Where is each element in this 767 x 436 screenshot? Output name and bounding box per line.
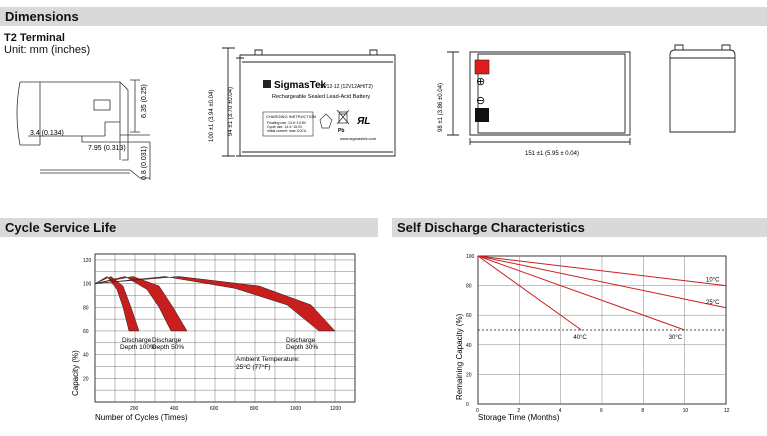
positive-terminal <box>474 59 490 75</box>
self-y-tick: 60 <box>466 313 472 319</box>
dim-total-height: 100 ±1 (3.94 ±0.04) <box>209 90 215 142</box>
battery-side-view: ⊕ ⊖ 98 ±1 (3.86 ±0.04) 151 ±1 (5.95 ± 0.… <box>438 51 631 157</box>
self-series-label: 25°C <box>706 300 720 306</box>
charging-line-1: Floating use: 13.6~13.8V <box>267 121 307 125</box>
annot-d50-line2: Depth 50% <box>152 344 184 351</box>
cycle-xlabel: Number of Cycles (Times) <box>95 413 188 422</box>
minus-symbol: ⊖ <box>476 95 485 107</box>
charging-box <box>262 111 314 137</box>
bin-icon <box>336 109 350 125</box>
self-series-line <box>477 255 727 287</box>
cycle-y-tick: 20 <box>83 376 89 382</box>
cycle-plot-area <box>94 253 356 403</box>
self-x-tick: 4 <box>559 408 562 414</box>
self-series-line <box>477 255 582 331</box>
section-title-cycle-service-life: Cycle Service Life <box>0 218 378 237</box>
self-x-tick: 0 <box>476 408 479 414</box>
cycle-x-tick: 1000 <box>290 406 301 412</box>
self-ylabel: Remaining Capacity (%) <box>455 313 464 400</box>
dim-thickness-label: 0.8 (0.031) <box>141 146 148 180</box>
cycle-y-tick: 80 <box>83 305 89 311</box>
cycle-y-tick: 120 <box>83 258 92 264</box>
dim-container-height: 94 ±1 (3.70 ±0.04) <box>228 87 234 136</box>
self-y-tick: 80 <box>466 284 472 290</box>
cycle-x-tick: 400 <box>170 406 179 412</box>
section-title-self-discharge: Self Discharge Characteristics <box>392 218 767 237</box>
annot-d30-line2: Depth 30% <box>286 344 318 351</box>
charging-line-3: Initial current: max 3.0CA <box>267 129 307 133</box>
annot-d30-line1: Discharge <box>286 337 316 344</box>
self-discharge-chart: 0 2 4 6 8 10 12 0 20 40 60 80 100 10°C 25°C 30°C 40°C R… <box>455 254 730 422</box>
self-xlabel: Storage Time (Months) <box>478 413 560 422</box>
pb-label: Pb <box>338 128 344 134</box>
cycle-service-life-chart: 200 400 600 800 1000 1200 20 40 60 80 100 120 Capac… <box>71 253 356 422</box>
dim-length: 151 ±1 (5.95 ± 0.04) <box>525 151 579 157</box>
dim-width-label: 3.4 (0.134) <box>30 130 64 137</box>
battery-front-view: SigmasTek SP12-12 (12V12AH/T2) Rechargea… <box>209 47 396 157</box>
cycle-x-tick: 200 <box>130 406 139 412</box>
self-x-tick: 12 <box>724 408 730 414</box>
negative-terminal <box>475 108 489 122</box>
self-y-tick: 0 <box>466 402 469 408</box>
brand-logo-square <box>263 80 271 88</box>
annot-d50-line1: Discharge <box>152 337 182 344</box>
cycle-ylabel: Capacity (%) <box>71 350 80 396</box>
dim-offset-label: 7.95 (0.313) <box>88 145 126 152</box>
self-series-label: 10°C <box>706 278 720 284</box>
cycle-x-tick: 800 <box>250 406 259 412</box>
self-x-tick: 6 <box>600 408 603 414</box>
dim-side-height: 98 ±1 (3.86 ±0.04) <box>438 83 444 132</box>
battery-end-view <box>669 44 736 133</box>
cycle-band-3 <box>94 276 336 332</box>
self-x-tick: 10 <box>683 408 689 414</box>
dim-height-label: 6.35 (0.25) <box>141 84 148 118</box>
charging-line-2: Cycle use: 14.4~15.0V <box>267 125 303 129</box>
cycle-band-1 <box>94 276 140 332</box>
unit-label: Unit: mm (inches) <box>4 44 91 56</box>
cycle-y-tick: 40 <box>83 353 89 359</box>
cycle-y-tick: 60 <box>83 329 89 335</box>
plus-symbol: ⊕ <box>476 76 485 88</box>
self-series-line <box>477 255 727 309</box>
self-x-tick: 8 <box>641 408 644 414</box>
self-y-tick: 100 <box>466 254 475 260</box>
battery-subtitle: Rechargeable Sealed Lead-Acid Battery <box>272 94 370 100</box>
ul-icon: ЯL <box>356 116 370 127</box>
cycle-x-tick: 600 <box>210 406 219 412</box>
self-series-line <box>477 255 685 331</box>
annot-ambient-line2: 25°C (77°F) <box>236 363 270 371</box>
recycle-icon <box>319 113 333 129</box>
cycle-x-tick: 1200 <box>330 406 341 412</box>
cycle-y-tick: 100 <box>83 282 92 288</box>
annot-ambient-line1: Ambient Temperature: <box>236 356 300 363</box>
self-series-label: 40°C <box>573 335 587 341</box>
self-y-tick: 20 <box>466 372 472 378</box>
charging-title: CHARGING INSTRUCTION <box>266 114 316 119</box>
section-title-dimensions: Dimensions <box>0 7 767 26</box>
terminal-title: T2 Terminal <box>4 32 65 44</box>
battery-website: www.sigmastek.com <box>340 136 377 141</box>
terminal-drawing: 3.4 (0.134) 7.95 (0.313) 6.35 (0.25) 0.8… <box>16 79 151 180</box>
self-series-label: 30°C <box>669 335 683 341</box>
brand-name: SigmasTek <box>274 80 326 91</box>
cycle-band-2 <box>94 276 188 332</box>
annot-d100-line2: Depth 100% <box>120 344 156 351</box>
self-y-tick: 40 <box>466 343 472 349</box>
battery-model: SP12-12 (12V12AH/T2) <box>320 84 373 90</box>
annot-d100-line1: Discharge <box>122 337 152 344</box>
self-x-tick: 2 <box>517 408 520 414</box>
